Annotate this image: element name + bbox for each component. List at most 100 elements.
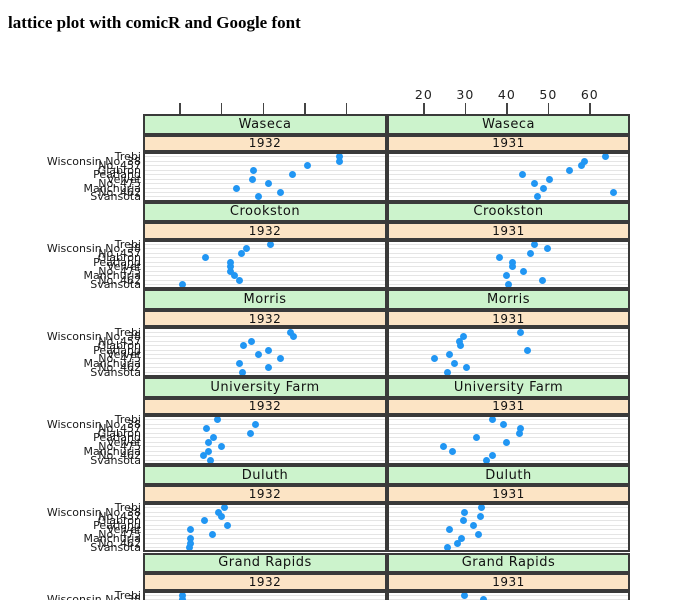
data-dot (518, 171, 526, 179)
grid-line (145, 371, 385, 373)
data-dot (246, 429, 254, 437)
grid-line (145, 183, 385, 185)
data-dot (457, 535, 465, 543)
variety-label: No. 475 (98, 352, 141, 366)
data-dot (524, 346, 532, 354)
grid-line (145, 160, 385, 162)
grid-line (145, 353, 385, 355)
year-strip: 1931 (387, 485, 630, 503)
data-dot (544, 245, 552, 253)
year-strip: 1932 (143, 309, 387, 328)
axis-tick (345, 103, 348, 114)
data-dot (335, 153, 343, 161)
data-dot (566, 166, 574, 174)
data-dot (199, 452, 207, 460)
year-strip: 1932 (143, 397, 387, 416)
data-dot (500, 420, 508, 428)
data-dot (207, 456, 215, 463)
data-dot (186, 539, 194, 547)
grid-line (145, 358, 385, 360)
data-dot (287, 329, 295, 336)
site-strip: Waseca (387, 114, 630, 135)
data-dot (289, 333, 297, 341)
grid-line (145, 441, 385, 443)
variety-label: Peatland (93, 343, 141, 357)
panel (143, 590, 387, 600)
data-dot (508, 258, 516, 266)
grid-line (145, 594, 385, 596)
variety-label: Svansota (90, 278, 141, 292)
grid-line (389, 533, 628, 535)
axis-tick (423, 103, 425, 114)
variety-label: Velvet (106, 260, 141, 274)
data-dot (520, 267, 528, 275)
data-dot (235, 276, 243, 284)
variety-label: No. 457 (1, 599, 141, 600)
grid-line (389, 266, 628, 268)
grid-line (389, 336, 628, 338)
site-strip: Duluth (143, 464, 387, 486)
data-dot (545, 175, 553, 183)
data-dot (179, 592, 187, 599)
year-strip: 1931 (387, 397, 630, 416)
grid-line (145, 547, 385, 549)
data-dot (430, 355, 438, 363)
variety-label: Trebi (114, 413, 141, 427)
data-dot (289, 171, 296, 179)
variety-label: No. 457 (98, 334, 141, 348)
variety-label: No. 457 (98, 422, 141, 436)
panel (387, 239, 630, 290)
data-dot (508, 263, 516, 271)
data-dot (453, 539, 461, 547)
data-dot (446, 526, 454, 534)
variety-label: Manchuria (83, 444, 141, 458)
data-dot (526, 249, 534, 257)
site-strip: University Farm (143, 377, 387, 398)
year-strip: 1931 (387, 573, 630, 591)
data-dot (460, 592, 468, 599)
data-dot (444, 544, 451, 551)
variety-label: Glabron (97, 339, 141, 353)
data-dot (496, 254, 504, 262)
grid-line (389, 187, 628, 189)
grid-line (145, 248, 385, 250)
grid-line (389, 428, 628, 430)
data-dot (277, 355, 285, 363)
grid-line (389, 423, 628, 425)
site-strip: Grand Rapids (387, 552, 630, 573)
data-dot (265, 364, 273, 372)
variety-label: No. 457 (98, 246, 141, 260)
data-dot (445, 350, 453, 358)
grid-line (145, 178, 385, 180)
grid-line (145, 542, 385, 544)
data-dot (516, 329, 524, 336)
axis-tick (179, 103, 181, 114)
variety-label: No. 475 (98, 440, 141, 454)
grid-line (389, 524, 628, 526)
grid-line (389, 450, 628, 452)
variety-label: Svansota (90, 453, 141, 467)
grid-line (389, 279, 628, 281)
data-dot (516, 429, 524, 437)
data-dot (530, 241, 538, 248)
data-dot (247, 337, 255, 345)
data-dot (540, 184, 548, 192)
grid-line (145, 538, 385, 540)
variety-label: No. 457 (98, 509, 141, 523)
variety-label: Glabron (97, 163, 141, 177)
grid-line (145, 270, 385, 272)
data-dot (489, 452, 497, 460)
grid-line (389, 542, 628, 544)
grid-line (389, 437, 628, 439)
variety-label: Wisconsin No. 38 (46, 505, 141, 519)
data-dot (444, 368, 452, 376)
data-dot (236, 359, 244, 367)
grid-line (389, 331, 628, 333)
grid-line (145, 459, 385, 461)
variety-label: Trebi (114, 588, 141, 600)
grid-line (145, 432, 385, 434)
grid-line (145, 284, 385, 286)
variety-label: Manchuria (83, 356, 141, 370)
data-dot (451, 359, 459, 367)
